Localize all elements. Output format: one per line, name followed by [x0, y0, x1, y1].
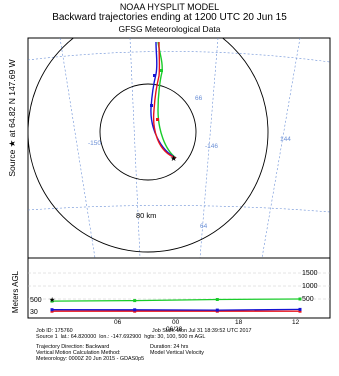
trajectory-lines: [150, 41, 177, 159]
inner-range-ring: [99, 83, 197, 181]
map-panel: 66 64 -150 -146 144 80 km ★: [27, 37, 331, 259]
range-rings: [28, 38, 269, 253]
marker-red: [156, 118, 159, 121]
outer-range-ring: [28, 38, 269, 253]
marker-blue: [150, 104, 153, 107]
trajectory-markers: [150, 69, 163, 121]
marker-green: [160, 69, 163, 72]
page-title: Backward trajectories ending at 1200 UTC…: [52, 12, 287, 23]
y-tick-1000: 1000: [302, 283, 318, 290]
model-title: NOAA HYSPLIT MODEL: [119, 2, 220, 12]
y-tick-1500: 1500: [302, 270, 318, 277]
profile-point-1-2: [215, 308, 219, 312]
profile-line-2: [51, 298, 301, 302]
profile-point-2-2: [215, 298, 219, 301]
trajectory-red: [152, 41, 177, 159]
vertical-method: Vertical Motion Calculation Method:: [36, 350, 121, 356]
profile-point-1-1: [133, 308, 137, 312]
profile-series: [50, 297, 302, 313]
profile-point-2-0: [50, 299, 54, 303]
graticule: [28, 38, 330, 258]
profile-source-star-icon: ★: [49, 296, 55, 304]
data-subtitle: GFSG Meteorological Data: [118, 24, 221, 34]
profile-line-1: [51, 308, 301, 311]
x-tick-12: 12: [292, 319, 300, 326]
profile-panel: 1500 1000 500 500 30 ★: [27, 257, 331, 319]
trajectory-direction: Trajectory Direction: Backward: [36, 344, 110, 350]
source-line: Source 1 lat.: 64.820000 lon.: -147.6929…: [36, 334, 206, 340]
vertical-method-value: Model Vertical Velocity: [150, 350, 204, 356]
trajectory-green: [157, 41, 177, 159]
x-tick-06: 06: [114, 319, 122, 326]
profile-point-2-1: [133, 299, 137, 303]
map-frame: [27, 37, 331, 259]
profile-point-2-3: [298, 297, 302, 301]
y-tick-500: 500: [302, 296, 314, 303]
lon-label-150: -150: [88, 140, 101, 147]
job-id: Job ID: 175760: [36, 328, 73, 334]
lat-label-64: 64: [200, 223, 208, 230]
profile-frame: [27, 257, 331, 319]
left-tick-500: 500: [30, 297, 42, 304]
job-start: Job Start: Mon Jul 31 18:39:52 UTC 2017: [152, 328, 252, 334]
marker-blue-2: [153, 74, 156, 77]
profile-point-1-3: [298, 307, 302, 311]
duration: Duration: 24 hrs: [150, 344, 189, 350]
left-tick-30: 30: [30, 309, 38, 316]
date-label: 06/20: [166, 326, 183, 333]
profile-x-axis: 06 00 18 12 06/20: [114, 319, 300, 333]
profile-point-0-3: [298, 309, 302, 313]
range-label: 80 km: [136, 211, 156, 220]
lat-label-66: 66: [195, 95, 203, 102]
lon-label-144: 144: [280, 136, 291, 143]
profile-point-1-0: [50, 308, 54, 312]
meteorology: Meteorology: 0000Z 20 Jun 2015 - GDAS0p5: [36, 356, 145, 362]
x-tick-18: 18: [235, 319, 243, 326]
source-star-icon: ★: [170, 154, 177, 163]
lon-label-146: -146: [205, 143, 218, 150]
x-tick-00: 00: [172, 319, 180, 326]
